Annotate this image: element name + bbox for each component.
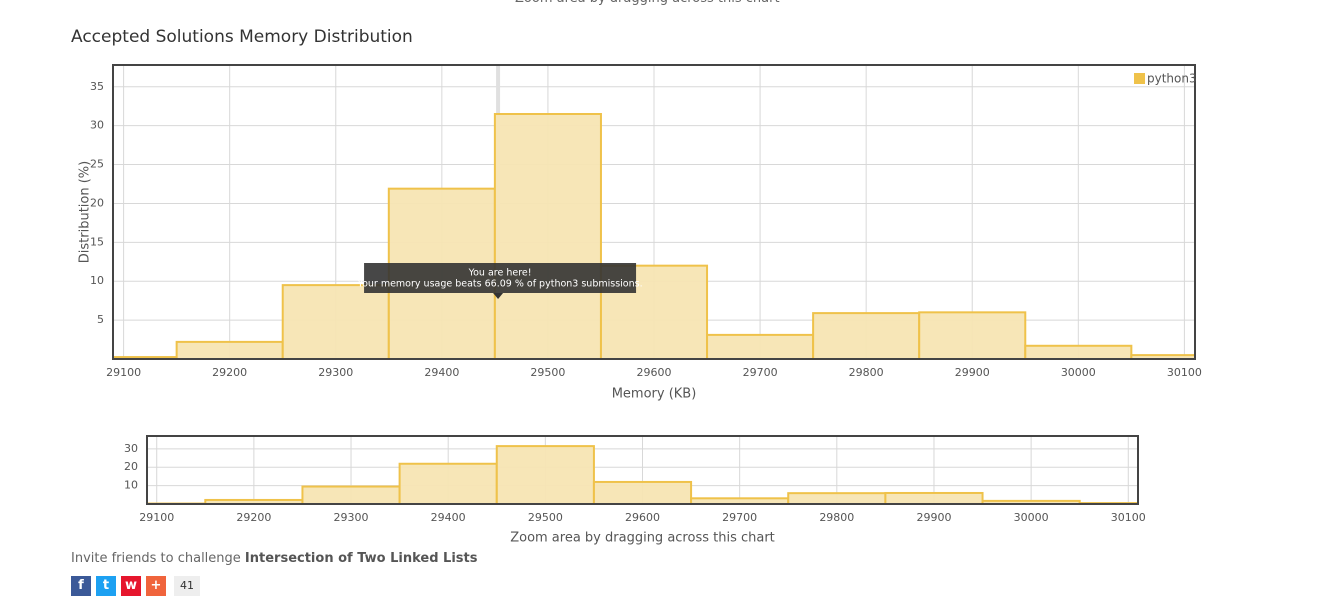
y-tick-label: 5 <box>97 313 104 326</box>
share-count: 41 <box>174 576 200 596</box>
x-tick-label: 30100 <box>1167 366 1202 379</box>
y-tick-label: 10 <box>90 274 104 287</box>
tooltip-text: Your memory usage beats 66.09 % of pytho… <box>357 279 643 290</box>
x-tick-label: 29900 <box>955 366 990 379</box>
bar <box>706 333 815 359</box>
x-tick-label: 29600 <box>625 511 660 524</box>
x-tick-label: 29300 <box>318 366 353 379</box>
x-axis-title: Memory (KB) <box>612 387 697 402</box>
y-tick-label: 25 <box>90 158 104 171</box>
invite-text: Invite friends to challenge <box>71 551 241 566</box>
invite: Invite friends to challenge Intersection… <box>71 551 478 566</box>
weibo-share[interactable]: w <box>121 576 141 596</box>
y-axis-title: Distribution (%) <box>78 161 93 263</box>
bar <box>493 113 602 359</box>
x-tick-label: 29500 <box>528 511 563 524</box>
x-tick-label: 30000 <box>1014 511 1049 524</box>
facebook-share[interactable]: f <box>71 576 91 596</box>
bar <box>175 340 284 359</box>
x-tick-label: 29100 <box>139 511 174 524</box>
x-tick-label: 30000 <box>1061 366 1096 379</box>
bar <box>812 312 921 359</box>
bar <box>1024 344 1133 359</box>
y-tick-label: 10 <box>124 479 138 492</box>
y-tick-label: 30 <box>124 442 138 455</box>
x-tick-label: 29400 <box>424 366 459 379</box>
more-share[interactable]: + <box>146 576 166 596</box>
x-tick-label: 29900 <box>916 511 951 524</box>
y-tick-label: 15 <box>90 235 104 248</box>
charts: 5 10 15 20 25 30 35 29100 29200 29300 29400 29500 29… <box>78 64 1202 546</box>
bar <box>787 492 887 504</box>
x-tick-label: 29100 <box>106 366 141 379</box>
legend-label: python3 <box>1147 72 1197 86</box>
twitter-share[interactable]: t <box>96 576 116 596</box>
bar <box>301 485 401 504</box>
page-title: Accepted Solutions Memory Distribution <box>71 27 413 47</box>
y-tick-label: 35 <box>90 80 104 93</box>
x-tick-label: 29400 <box>431 511 466 524</box>
bar <box>281 284 390 359</box>
plot-frame <box>146 435 1139 505</box>
bar <box>1130 354 1195 359</box>
tooltip-arrow <box>493 293 504 299</box>
plot-frame <box>112 64 1196 360</box>
x-tick-label: 29200 <box>236 511 271 524</box>
share-icons: f t w + 41 <box>71 576 200 596</box>
x-axis-title: Zoom area by dragging across this chart <box>510 531 775 546</box>
bar <box>592 480 693 504</box>
x-tick-label: 29700 <box>722 511 757 524</box>
bar <box>495 445 595 504</box>
y-tick-label: 20 <box>124 460 138 473</box>
top-note: Zoom area by dragging across this chart <box>515 0 780 6</box>
problem-name[interactable]: Intersection of Two Linked Lists <box>244 551 478 566</box>
tooltip-box <box>364 263 637 293</box>
bar <box>884 491 984 504</box>
x-tick-label: 29800 <box>849 366 884 379</box>
bar <box>918 311 1027 359</box>
x-tick-label: 29800 <box>819 511 854 524</box>
bar <box>599 264 709 359</box>
y-tick-label: 30 <box>90 119 104 132</box>
legend-swatch <box>1134 73 1145 84</box>
x-tick-label: 29600 <box>637 366 672 379</box>
y-tick-label: 20 <box>90 196 104 209</box>
x-tick-label: 29200 <box>212 366 247 379</box>
x-tick-label: 29700 <box>743 366 778 379</box>
x-tick-label: 29500 <box>530 366 565 379</box>
tooltip-title: You are here! <box>468 268 532 279</box>
x-tick-label: 29300 <box>334 511 369 524</box>
bar <box>398 462 498 504</box>
x-tick-label: 30100 <box>1111 511 1146 524</box>
